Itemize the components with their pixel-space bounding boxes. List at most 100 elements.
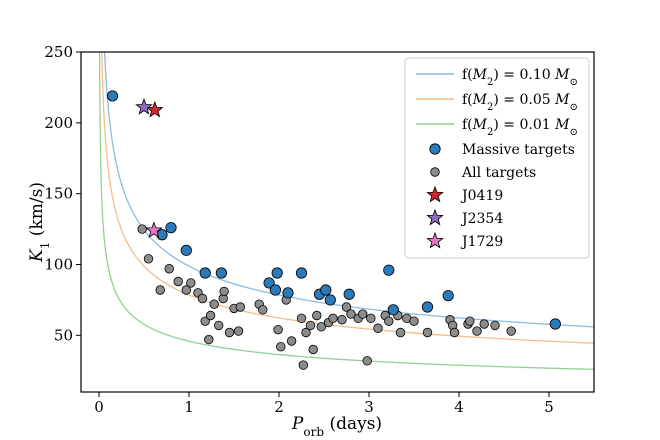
y-axis-ticks: 50 100 150 200 250 — [44, 43, 81, 344]
all-targets-point — [362, 356, 372, 366]
all-targets-point — [173, 276, 183, 287]
all-targets-point — [308, 344, 318, 355]
all-targets-point — [305, 320, 316, 331]
all-targets-point — [506, 326, 516, 336]
all-targets-point — [233, 326, 244, 336]
massive-targets-point — [442, 290, 454, 302]
x-tick-label: 2 — [274, 398, 284, 416]
massive-targets-point — [271, 267, 283, 279]
legend-marker-swatch — [426, 208, 444, 226]
x-tick-label: 4 — [454, 398, 464, 416]
all-targets-point — [465, 316, 475, 326]
massive-targets-point — [282, 287, 294, 299]
massive-targets-point — [199, 267, 211, 279]
legend-label: J1729 — [460, 234, 503, 250]
all-targets-point — [186, 278, 196, 288]
j2354-point — [135, 98, 153, 115]
all-targets-point — [155, 285, 165, 295]
all-targets-point — [472, 326, 482, 336]
all-targets-point — [164, 264, 174, 274]
all-targets-point — [358, 309, 368, 319]
plot-frame — [80, 51, 595, 393]
all-targets-point — [409, 316, 419, 326]
all-targets-point — [197, 293, 208, 304]
all-targets-point — [449, 327, 460, 338]
massive-targets-point — [320, 284, 332, 296]
massive-targets-point — [387, 304, 399, 316]
all-targets-point — [258, 305, 268, 315]
massive-targets-point — [549, 318, 561, 330]
legend-label: f(M2) = 0.05 M⊙ — [462, 92, 578, 113]
all-targets-point — [235, 302, 246, 312]
massive-targets-point — [269, 284, 281, 296]
all-targets-point — [490, 320, 500, 331]
all-targets-point — [137, 224, 147, 234]
legend-label: f(M2) = 0.01 M⊙ — [462, 117, 578, 138]
all-targets-point — [298, 360, 309, 370]
legend-label: Massive targets — [462, 142, 575, 158]
legend-marker-swatch — [429, 143, 441, 155]
all-targets-point — [346, 309, 356, 319]
all-targets-point — [143, 254, 154, 264]
massive-targets-point — [263, 277, 275, 289]
all-targets-point — [224, 327, 235, 338]
y-tick-label: 50 — [54, 326, 73, 344]
all-targets-point — [273, 324, 283, 335]
legend-marker-swatch — [426, 185, 444, 203]
all-targets-point — [384, 316, 394, 326]
massive-targets-point — [421, 301, 434, 313]
all-targets-point — [296, 313, 307, 324]
legend-label: J2354 — [460, 211, 503, 227]
massive-targets-point — [343, 288, 355, 300]
legend-label: J0419 — [460, 188, 503, 204]
x-tick-label: 5 — [544, 398, 554, 416]
x-tick-label: 1 — [184, 398, 194, 416]
massive-targets-point — [324, 294, 336, 306]
legend-marker-swatch — [430, 167, 440, 177]
massive-targets-point — [180, 244, 192, 256]
all-targets-point — [328, 313, 338, 324]
j0419-point — [146, 100, 164, 118]
massive-targets-point — [106, 90, 119, 102]
all-targets-point — [479, 319, 489, 329]
x-axis-ticks: 0 1 2 3 4 5 — [94, 392, 554, 416]
legend-label: f(M2) = 0.10 M⊙ — [462, 67, 578, 88]
all-targets-point — [301, 327, 311, 338]
massive-targets-point — [295, 267, 308, 279]
legend-box — [404, 57, 590, 259]
all-targets-point — [204, 334, 214, 345]
all-targets-point — [373, 323, 383, 333]
all-targets-point — [395, 327, 406, 338]
mass-function-curve — [101, 52, 594, 344]
all-targets-point — [276, 341, 286, 352]
x-tick-label: 0 — [94, 398, 104, 416]
all-targets-point — [219, 286, 229, 297]
massive-targets-point — [383, 264, 395, 276]
all-targets-point — [316, 322, 327, 332]
y-axis-title: K1 (km/s) — [27, 182, 52, 263]
legend-marker-swatch — [426, 231, 444, 249]
all-targets-point — [209, 299, 219, 309]
all-targets-point — [312, 310, 322, 321]
y-tick-label: 250 — [44, 43, 73, 61]
y-tick-label: 100 — [44, 256, 73, 274]
all-targets-point — [213, 320, 224, 331]
all-targets-point — [200, 316, 210, 326]
massive-targets-point — [165, 222, 177, 234]
all-targets-point — [286, 336, 297, 346]
all-targets-point — [205, 310, 216, 321]
all-targets-point — [366, 313, 376, 324]
all-targets-point — [341, 302, 352, 312]
j1729-point — [145, 221, 163, 238]
legend-label: All targets — [461, 165, 536, 181]
legend: f(M2) = 0.10 M⊙ f(M2) = 0.05 M⊙ f(M2) = 0.… — [404, 57, 590, 259]
data-points — [106, 90, 561, 370]
y-tick-label: 150 — [44, 185, 73, 203]
all-targets-point — [422, 327, 433, 338]
all-targets-point — [337, 315, 347, 325]
massive-targets-point — [215, 267, 227, 279]
x-tick-label: 3 — [364, 398, 374, 416]
x-axis-title: Porb (days) — [291, 414, 382, 439]
all-targets-point — [181, 285, 192, 295]
